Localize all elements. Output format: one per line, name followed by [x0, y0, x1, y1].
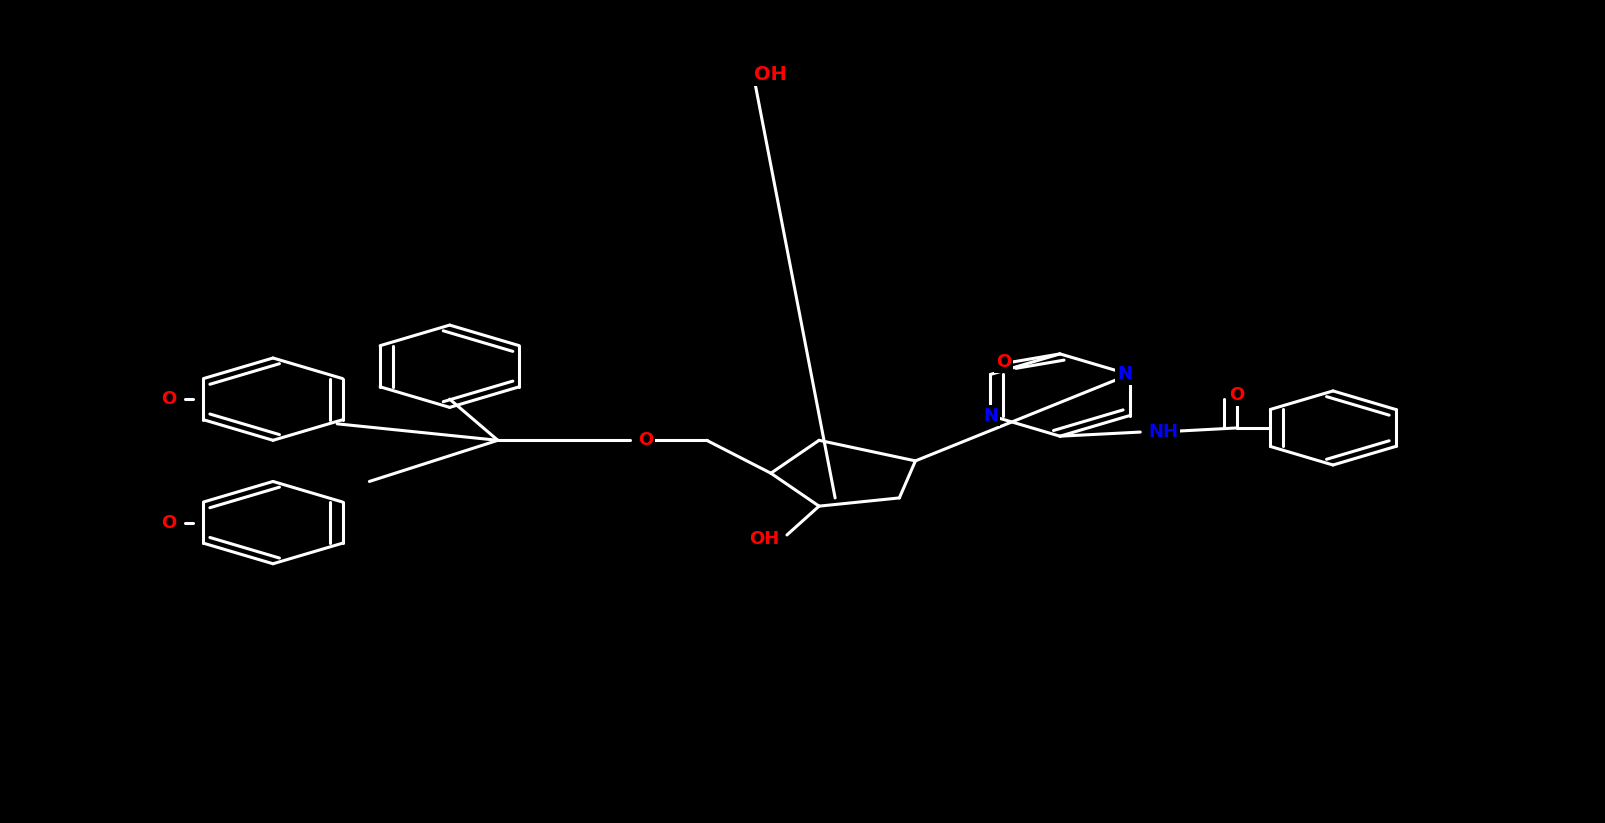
Text: O: O	[637, 431, 653, 449]
Text: OH: OH	[748, 530, 778, 548]
Text: N: N	[1117, 365, 1132, 384]
Text: O: O	[160, 390, 177, 408]
Text: O: O	[1228, 386, 1244, 404]
Text: O: O	[160, 514, 177, 532]
Text: O: O	[995, 353, 1011, 371]
Text: N: N	[982, 407, 997, 425]
Text: OH: OH	[754, 64, 786, 84]
Text: NH: NH	[1148, 423, 1178, 441]
